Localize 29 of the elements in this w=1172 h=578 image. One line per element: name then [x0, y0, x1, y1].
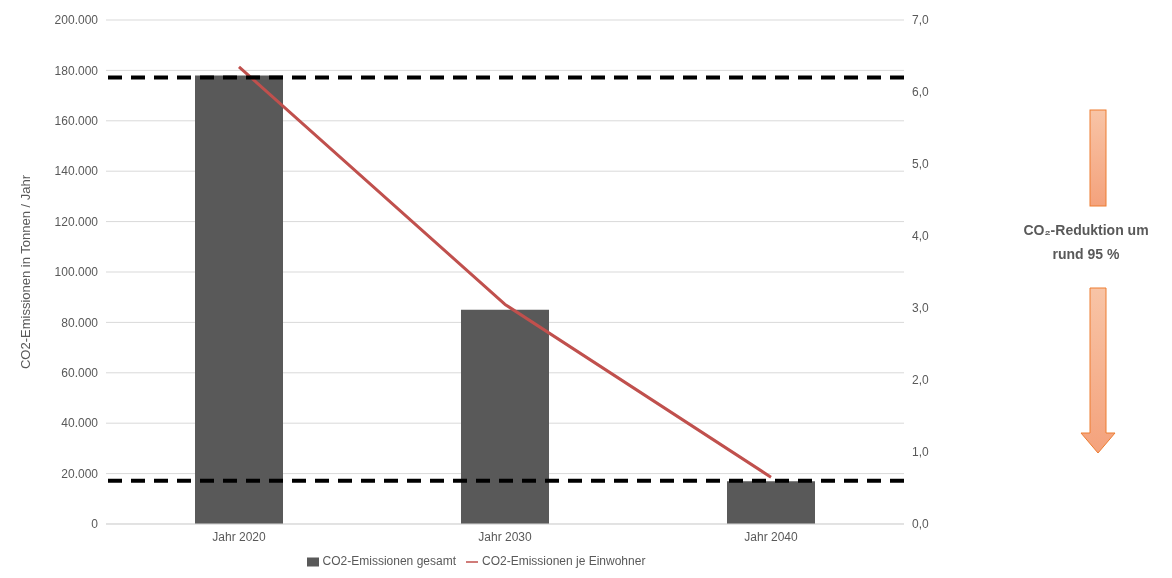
y-tick-label: 200.000 [54, 13, 99, 28]
y-tick-label: 100.000 [54, 265, 99, 280]
y-tick-label: 20.000 [61, 466, 99, 481]
y-tick-label: 180.000 [54, 63, 99, 78]
bar [727, 481, 815, 524]
y-tick-label: 60.000 [61, 366, 99, 381]
y2-tick-label: 0,0 [912, 517, 930, 532]
legend-label: CO2-Emissionen je Einwohner [481, 554, 646, 568]
x-tick-label: Jahr 2030 [478, 529, 533, 544]
y2-tick-label: 6,0 [912, 85, 930, 100]
y2-tick-label: 3,0 [912, 301, 930, 316]
y-tick-label: 120.000 [54, 214, 99, 229]
y-tick-label: 0 [91, 517, 99, 532]
y-axis-title: CO2-Emissionen in Tonnen / Jahr [17, 174, 33, 370]
x-tick-label: Jahr 2020 [212, 529, 267, 544]
y2-tick-label: 1,0 [912, 445, 930, 460]
bar [195, 75, 283, 524]
y-tick-label: 40.000 [61, 416, 99, 431]
bar [461, 309, 549, 524]
x-tick-label: Jahr 2040 [744, 529, 799, 544]
text: CO₂-Reduktion um rund 95 % [1023, 222, 1149, 262]
y2-tick-label: 4,0 [912, 229, 930, 244]
y2-tick-label: 2,0 [912, 373, 930, 388]
y2-tick-label: 7,0 [912, 13, 930, 28]
legend-label: CO2-Emissionen gesamt [322, 554, 456, 568]
y2-tick-label: 5,0 [912, 157, 930, 172]
y-tick-label: 140.000 [54, 164, 99, 179]
y-tick-label: 80.000 [61, 315, 99, 330]
y-tick-label: 160.000 [54, 114, 99, 129]
